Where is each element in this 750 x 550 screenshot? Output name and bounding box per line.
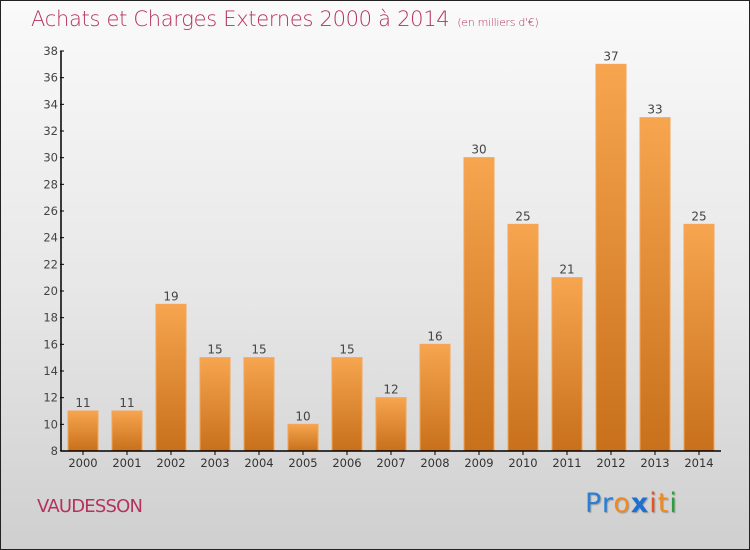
data-label-2005: 10 [295,409,310,423]
y-tick-label-28: 28 [43,177,58,191]
data-label-2010: 25 [515,209,530,223]
y-tick-label-16: 16 [43,337,58,351]
x-tick-label-2010: 2010 [508,456,537,470]
x-tick-label-2004: 2004 [244,456,273,470]
y-tick-label-10: 10 [43,417,58,431]
y-tick-label-38: 38 [43,44,58,58]
data-label-2002: 19 [163,289,178,303]
bar-2012 [595,63,627,452]
x-tick-label-2012: 2012 [596,456,625,470]
data-label-2003: 15 [207,343,222,357]
data-label-2001: 11 [119,396,134,410]
data-label-2000: 11 [75,396,90,410]
bar-2005 [287,423,319,452]
logo-letter: i [669,488,678,519]
bar-2007 [375,397,407,452]
logo-letter: x [630,488,650,519]
y-tick-label-36: 36 [43,71,58,85]
x-tick-label-2013: 2013 [640,456,669,470]
x-tick-label-2011: 2011 [552,456,581,470]
bar-2006 [331,357,363,452]
y-tick-label-12: 12 [43,391,58,405]
data-label-2007: 12 [383,383,398,397]
y-tick-label-8: 8 [51,444,58,458]
x-tick-label-2009: 2009 [464,456,493,470]
bar-2003 [199,357,231,452]
title-unit: (en milliers d'€) [457,16,539,29]
logo-letter: i [649,488,658,519]
data-label-2009: 30 [471,143,486,157]
y-tick-label-24: 24 [43,231,58,245]
data-label-2011: 21 [559,263,574,277]
y-tick-label-34: 34 [43,97,58,111]
x-tick-label-2005: 2005 [288,456,317,470]
x-tick-label-2007: 2007 [376,456,405,470]
x-tick-label-2006: 2006 [332,456,361,470]
bar-2002 [155,303,187,452]
bar-2004 [243,357,275,452]
chart-title: Achats et Charges Externes 2000 à 2014 (e… [31,7,539,31]
y-tick-label-32: 32 [43,124,58,138]
data-label-2014: 25 [691,209,706,223]
bar-2001 [111,410,143,452]
logo-letter: P [585,488,602,519]
logo-letter: t [657,488,670,519]
y-tick-label-26: 26 [43,204,58,218]
data-label-2013: 33 [647,103,662,117]
x-tick-label-2003: 2003 [200,456,229,470]
x-tick-label-2001: 2001 [112,456,141,470]
commune-name: VAUDESSON [37,496,143,517]
data-label-2006: 15 [339,343,354,357]
data-label-2012: 37 [603,49,618,63]
title-text: Achats et Charges Externes 2000 à 2014 [31,7,450,31]
logo-letter: o [613,488,631,519]
bar-2011 [551,277,583,452]
y-tick-label-18: 18 [43,311,58,325]
data-label-2008: 16 [427,329,442,343]
bar-2000 [67,410,99,452]
y-tick-label-30: 30 [43,151,58,165]
bar-2008 [419,343,451,452]
proxiti-logo: Proxiti [585,488,678,519]
x-tick-label-2002: 2002 [156,456,185,470]
bar-2013 [639,117,671,452]
data-label-2004: 15 [251,343,266,357]
bar-2014 [683,223,715,452]
y-tick-label-14: 14 [43,364,58,378]
x-tick-label-2000: 2000 [68,456,97,470]
bar-2010 [507,223,539,452]
logo-letter: r [601,488,614,519]
x-tick-label-2008: 2008 [420,456,449,470]
y-tick-label-20: 20 [43,284,58,298]
y-tick-label-22: 22 [43,257,58,271]
bar-2009 [463,157,495,452]
x-tick-label-2014: 2014 [684,456,713,470]
